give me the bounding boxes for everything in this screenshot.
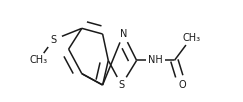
Text: CH₃: CH₃ (182, 33, 200, 43)
Text: NH: NH (148, 55, 163, 65)
Text: N: N (120, 29, 127, 39)
Text: O: O (178, 80, 186, 90)
Text: S: S (118, 80, 125, 90)
Text: S: S (51, 35, 57, 45)
Text: CH₃: CH₃ (29, 55, 47, 65)
